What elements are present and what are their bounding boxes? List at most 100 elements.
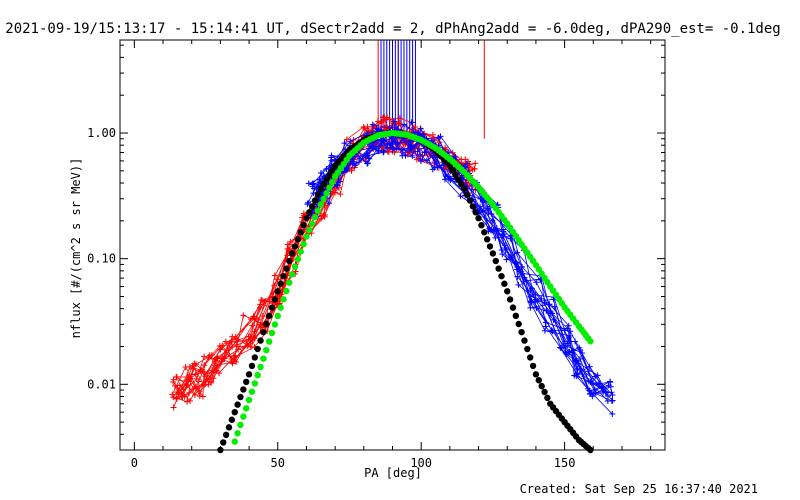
red-sample-point [221, 355, 228, 362]
red-sample-point [191, 360, 198, 367]
green-dot-point [234, 430, 241, 437]
black-dot-point [466, 197, 474, 204]
red-sample-line [176, 126, 470, 400]
red-sample-point [413, 156, 420, 163]
red-sample-point [348, 167, 355, 174]
black-dot-point [518, 328, 525, 336]
black-dot-point [524, 345, 531, 353]
black-dot-point [326, 171, 333, 179]
blue-sample-point [550, 316, 557, 323]
black-dot-point [317, 185, 324, 192]
blue-sample-point [577, 355, 584, 362]
created-footer: Created: Sat Sep 25 16:37:40 2021 [520, 482, 758, 496]
blue-sample-point [417, 125, 424, 132]
green-dot-point [257, 363, 264, 371]
red-sample-point [201, 362, 208, 369]
blue-sample-point [433, 160, 440, 167]
blue-sample-point [457, 193, 464, 200]
black-dot-point [461, 185, 468, 192]
red-sample-point [216, 370, 223, 377]
black-dot-point [498, 272, 505, 280]
blue-sample-point [391, 124, 398, 131]
red-sample-point [321, 213, 328, 220]
red-sample-point [249, 322, 256, 329]
red-sample-point [240, 312, 247, 319]
x-tick-label: 0 [131, 456, 138, 470]
red-sample-point [233, 341, 240, 348]
blue-sample-point [389, 146, 396, 153]
black-dot-point [515, 320, 522, 328]
blue-sample-point [402, 152, 409, 159]
blue-sample-point [341, 140, 348, 147]
blue-sample-point [343, 167, 350, 174]
black-dot-point [478, 222, 485, 229]
blue-sample-point [391, 118, 398, 125]
black-dot-point [535, 377, 542, 384]
red-sample-point [300, 210, 307, 217]
black-dot-point [222, 431, 230, 439]
black-dot-point [521, 337, 528, 344]
black-dot-point [314, 191, 322, 198]
green-dot-point [271, 321, 279, 328]
blue-sample-line [316, 123, 607, 393]
green-dot-point [254, 371, 261, 379]
black-dot-point [538, 382, 545, 390]
blue-sample-point [392, 139, 399, 146]
blue-sample-point [304, 201, 311, 208]
blue-sample-point [541, 327, 548, 334]
red-sample-point [170, 404, 177, 411]
green-dot-point [288, 271, 296, 278]
blue-sample-point [373, 125, 380, 132]
red-sample-point [219, 342, 226, 349]
red-sample-point [284, 245, 291, 252]
blue-sample-point [366, 145, 373, 152]
blue-sample-point [380, 136, 387, 143]
red-sample-point [386, 116, 393, 123]
red-sample-point [170, 394, 177, 401]
red-sample-point [171, 382, 178, 389]
red-sample-point [243, 338, 250, 345]
black-dot-point [283, 265, 290, 272]
blue-sample-point [349, 158, 356, 165]
red-sample-point [246, 340, 253, 347]
blue-sample-point [369, 121, 376, 128]
blue-sample-point [488, 226, 495, 233]
black-dot-point [541, 388, 548, 396]
black-dot-point [271, 296, 279, 303]
black-dot-point [489, 250, 497, 257]
blue-sample-point [585, 378, 592, 385]
green-dot-point [251, 380, 259, 387]
blue-sample-point [599, 383, 606, 390]
y-axis-label: nflux [#/(cm^2 s sr MeV)] [69, 158, 83, 339]
blue-sample-point [607, 378, 614, 385]
black-dot-point [240, 386, 247, 393]
x-tick-label: 100 [410, 456, 432, 470]
green-dot-point [237, 421, 244, 429]
x-tick-label: 50 [271, 456, 285, 470]
black-dot-point [501, 280, 508, 287]
red-sample-point [191, 392, 198, 399]
red-sample-point [256, 304, 263, 311]
blue-sample-point [431, 164, 438, 171]
red-sample-point [471, 165, 478, 172]
black-dot-point [329, 167, 336, 174]
black-dot-point [245, 371, 253, 378]
blue-sample-point [405, 139, 412, 146]
chart-title: 2021-09-19/15:13:17 - 15:14:41 UT, dSect… [5, 21, 780, 37]
red-sample-point [187, 397, 194, 404]
green-dot-point [260, 355, 267, 362]
blue-sample-point [564, 325, 571, 332]
black-dot-point [243, 378, 250, 386]
blue-sample-point [408, 143, 415, 150]
black-dot-point [286, 257, 293, 265]
red-sample-point [173, 395, 180, 402]
red-sample-point [343, 136, 350, 143]
blue-sample-point [364, 160, 371, 167]
blue-sample-point [562, 349, 569, 356]
black-dot-point [544, 394, 551, 402]
black-dot-point [254, 345, 261, 353]
green-dot-point [587, 338, 594, 345]
black-dot-point [260, 328, 267, 336]
green-dot-point [314, 207, 322, 215]
red-sample-point [360, 123, 367, 130]
